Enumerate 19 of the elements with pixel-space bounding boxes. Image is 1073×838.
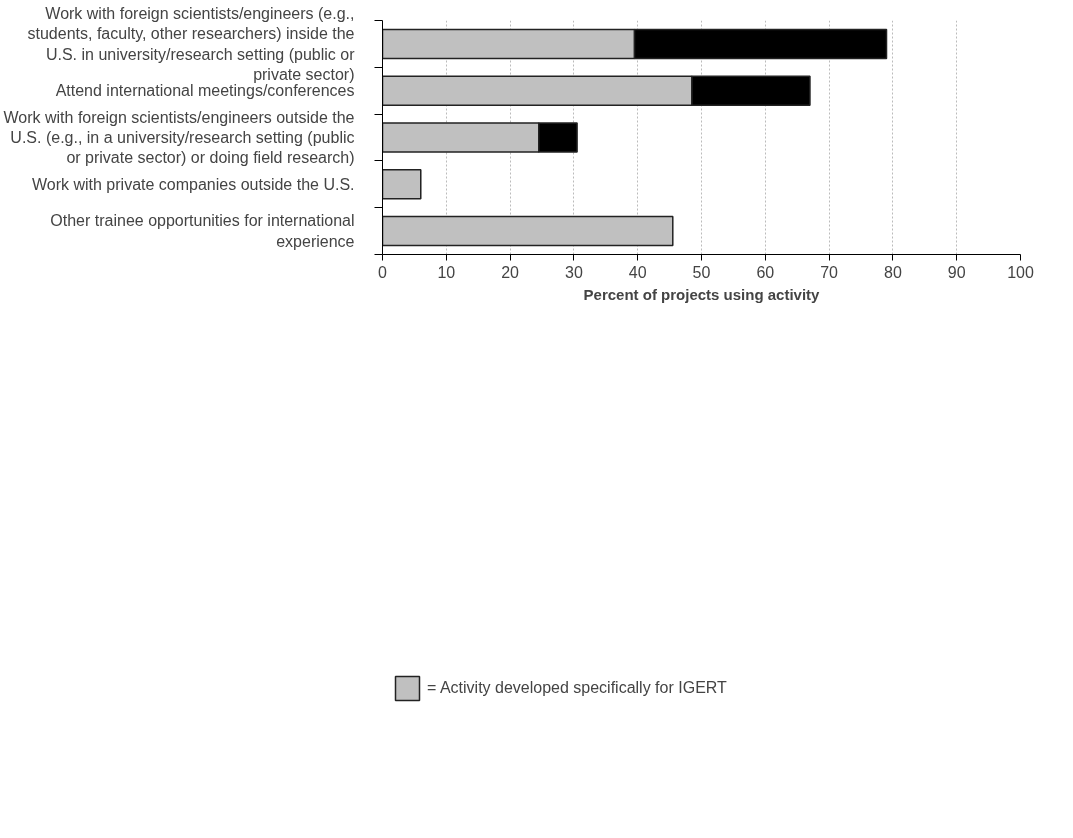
bar [382,169,422,200]
x-tick-label: 70 [820,263,839,281]
y-tick-label: Attend international meetings/conferences [55,82,355,100]
x-tick-label: 100 [1007,263,1034,281]
x-tick-label: 0 [378,263,388,281]
x-axis-title: Percent of projects using activity [583,285,821,303]
y-tick-label: Work with foreign scientists/engineers outside the U.S. (e.g., in a university/research setting (public or private sector) or doing field research) [3,108,355,167]
y-tick-label: Other trainee opportunities for international experience [50,212,355,250]
x-tick-label: 60 [756,263,775,281]
y-tick-label: Work with private companies outside the U.S. [31,175,355,193]
x-tick-label: 10 [437,263,456,281]
x-tick-label: 80 [884,263,902,281]
x-tick-label: 30 [565,263,583,281]
x-tick-label: 20 [501,263,520,281]
legend-label: = Activity developed specifically for IGERT [427,678,727,697]
x-tick-label: 40 [628,263,647,281]
y-tick-label: Work with foreign scientists/engineers (e.g., students, faculty, other researchers) inside the U.S. in university/research setting (public or private sector) [27,4,356,83]
x-tick-label: 50 [692,263,711,281]
x-tick-label: 90 [947,263,966,281]
